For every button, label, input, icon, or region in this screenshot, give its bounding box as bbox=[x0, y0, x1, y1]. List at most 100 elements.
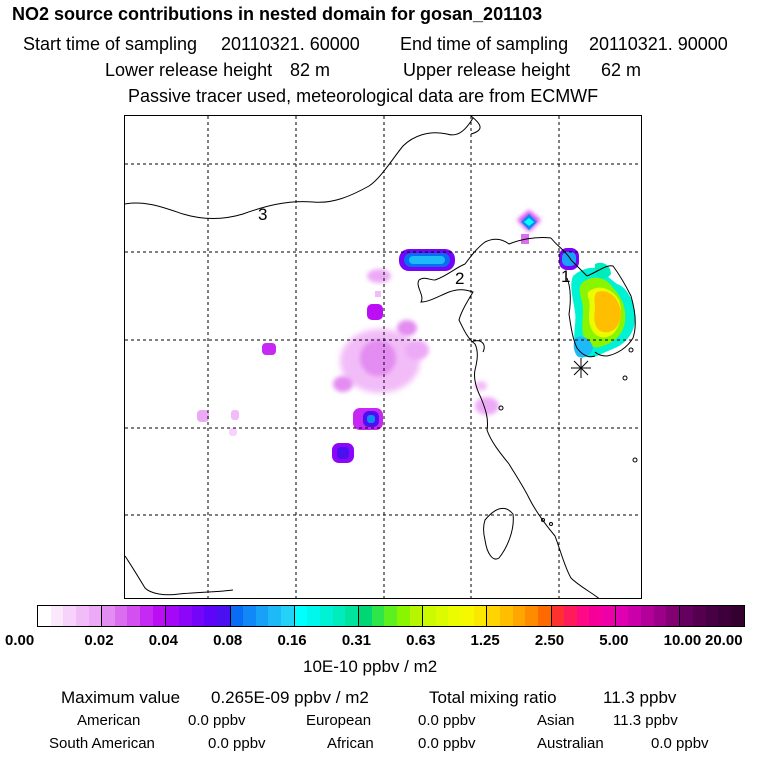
colorbar-swatch bbox=[75, 606, 89, 626]
colorbar-swatch bbox=[255, 606, 269, 626]
colorbar-swatch bbox=[487, 606, 500, 626]
colorbar-swatch bbox=[731, 606, 745, 626]
colorbar-segment bbox=[679, 606, 745, 626]
asian-value: 11.3 ppbv bbox=[613, 712, 678, 729]
colorbar-tick-label: 20.00 bbox=[705, 632, 743, 649]
colorbar-swatch bbox=[63, 606, 76, 626]
african-value: 0.0 ppbv bbox=[418, 735, 476, 752]
map-panel: 3 2 1 bbox=[124, 115, 642, 599]
colorbar-swatch bbox=[448, 606, 462, 626]
colorbar-segment bbox=[166, 606, 231, 626]
colorbar-units: 10E-10 ppbv / m2 bbox=[303, 657, 438, 676]
colorbar-swatch bbox=[718, 606, 732, 626]
region-label-1: 1 bbox=[561, 267, 570, 286]
colorbar-swatch bbox=[384, 606, 397, 626]
colorbar-swatch bbox=[589, 606, 603, 626]
colorbar-swatch bbox=[332, 606, 346, 626]
colorbar-tick-label: 0.02 bbox=[84, 632, 114, 649]
coastline bbox=[125, 116, 638, 598]
colorbar-swatch bbox=[537, 606, 551, 626]
colorbar-segment bbox=[487, 606, 552, 626]
colorbar-swatch bbox=[512, 606, 526, 626]
colorbar-swatch bbox=[576, 606, 590, 626]
colorbar-swatch bbox=[615, 606, 629, 626]
tracer-note: Passive tracer used, meteorological data… bbox=[128, 86, 599, 106]
plot-title: NO2 source contributions in nested domai… bbox=[12, 4, 543, 24]
colorbar-swatch bbox=[640, 606, 654, 626]
lower-release-value: 82 m bbox=[290, 60, 331, 80]
colorbar-swatch bbox=[243, 606, 256, 626]
colorbar-tick-label: 0.63 bbox=[406, 632, 436, 649]
colorbar-tick-label: 0.08 bbox=[213, 632, 243, 649]
colorbar-swatch bbox=[191, 606, 205, 626]
release-site-gosan bbox=[571, 358, 591, 378]
colorbar-swatch bbox=[204, 606, 217, 626]
colorbar-swatch bbox=[152, 606, 166, 626]
colorbar-swatch bbox=[461, 606, 474, 626]
colorbar-swatch bbox=[473, 606, 487, 626]
colorbar-segment bbox=[423, 606, 488, 626]
plume-korea-main bbox=[571, 262, 636, 358]
colorbar-swatch bbox=[294, 606, 308, 626]
colorbar-segment bbox=[230, 606, 295, 626]
colorbar-swatch bbox=[602, 606, 615, 626]
colorbar-swatch bbox=[396, 606, 410, 626]
colorbar-swatch bbox=[499, 606, 513, 626]
colorbar-tick-label: 0.16 bbox=[277, 632, 307, 649]
plume-korea-north bbox=[559, 248, 579, 270]
colorbar-swatch bbox=[423, 606, 436, 626]
colorbar-swatch bbox=[166, 606, 180, 626]
end-time-label: End time of sampling bbox=[400, 34, 569, 54]
colorbar-swatch bbox=[216, 606, 230, 626]
colorbar-tick-label: 10.00 bbox=[663, 632, 702, 649]
colorbar-swatch bbox=[320, 606, 333, 626]
end-time-value: 20110321. 90000 bbox=[589, 34, 728, 54]
colorbar-swatch bbox=[127, 606, 141, 626]
colorbar-swatch bbox=[358, 606, 372, 626]
total-mixing-value: 11.3 ppbv bbox=[603, 688, 677, 707]
colorbar-swatch bbox=[102, 606, 115, 626]
start-time-value: 20110321. 60000 bbox=[221, 34, 360, 54]
total-mixing-label: Total mixing ratio bbox=[429, 688, 557, 707]
colorbar-tick-label: 0.04 bbox=[148, 632, 178, 649]
upper-release-label: Upper release height bbox=[403, 60, 571, 80]
colorbar-swatch bbox=[692, 606, 706, 626]
colorbar-swatch bbox=[435, 606, 449, 626]
asian-label: Asian bbox=[537, 712, 575, 729]
colorbar-swatch bbox=[114, 606, 128, 626]
map-canvas: 3 2 1 bbox=[125, 116, 641, 598]
colorbar-swatch bbox=[140, 606, 153, 626]
colorbar-segment bbox=[615, 606, 680, 626]
colorbar-swatch bbox=[307, 606, 321, 626]
plume-bohai-bar bbox=[399, 249, 455, 271]
south-american-label: South American bbox=[49, 735, 155, 752]
african-label: African bbox=[327, 735, 374, 752]
south-american-value: 0.0 ppbv bbox=[208, 735, 266, 752]
colorbar-swatch bbox=[345, 606, 358, 626]
colorbar bbox=[37, 605, 745, 627]
colorbar-tick-label: 5.00 bbox=[599, 632, 629, 649]
colorbar-segment bbox=[551, 606, 616, 626]
colorbar-swatch bbox=[50, 606, 64, 626]
australian-value: 0.0 ppbv bbox=[651, 735, 709, 752]
european-label: European bbox=[306, 712, 372, 729]
region-label-2: 2 bbox=[455, 269, 464, 288]
colorbar-swatch bbox=[705, 606, 719, 626]
lat-lon-grid bbox=[125, 116, 641, 598]
max-value-label: Maximum value bbox=[61, 688, 181, 707]
max-value: 0.265E-09 ppbv / m2 bbox=[211, 688, 369, 707]
colorbar-swatch bbox=[525, 606, 538, 626]
colorbar-tick-label: 2.50 bbox=[534, 632, 565, 649]
colorbar-tick-label: 0.00 bbox=[5, 632, 35, 649]
european-value: 0.0 ppbv bbox=[418, 712, 476, 729]
colorbar-swatch bbox=[230, 606, 244, 626]
colorbar-swatch bbox=[653, 606, 667, 626]
colorbar-segment bbox=[38, 606, 103, 626]
colorbar-swatch bbox=[281, 606, 294, 626]
colorbar-swatch bbox=[409, 606, 423, 626]
colorbar-swatch bbox=[371, 606, 385, 626]
colorbar-swatch bbox=[38, 606, 51, 626]
lower-release-label: Lower release height bbox=[105, 60, 273, 80]
upper-release-value: 62 m bbox=[601, 60, 642, 80]
colorbar-swatch bbox=[564, 606, 577, 626]
